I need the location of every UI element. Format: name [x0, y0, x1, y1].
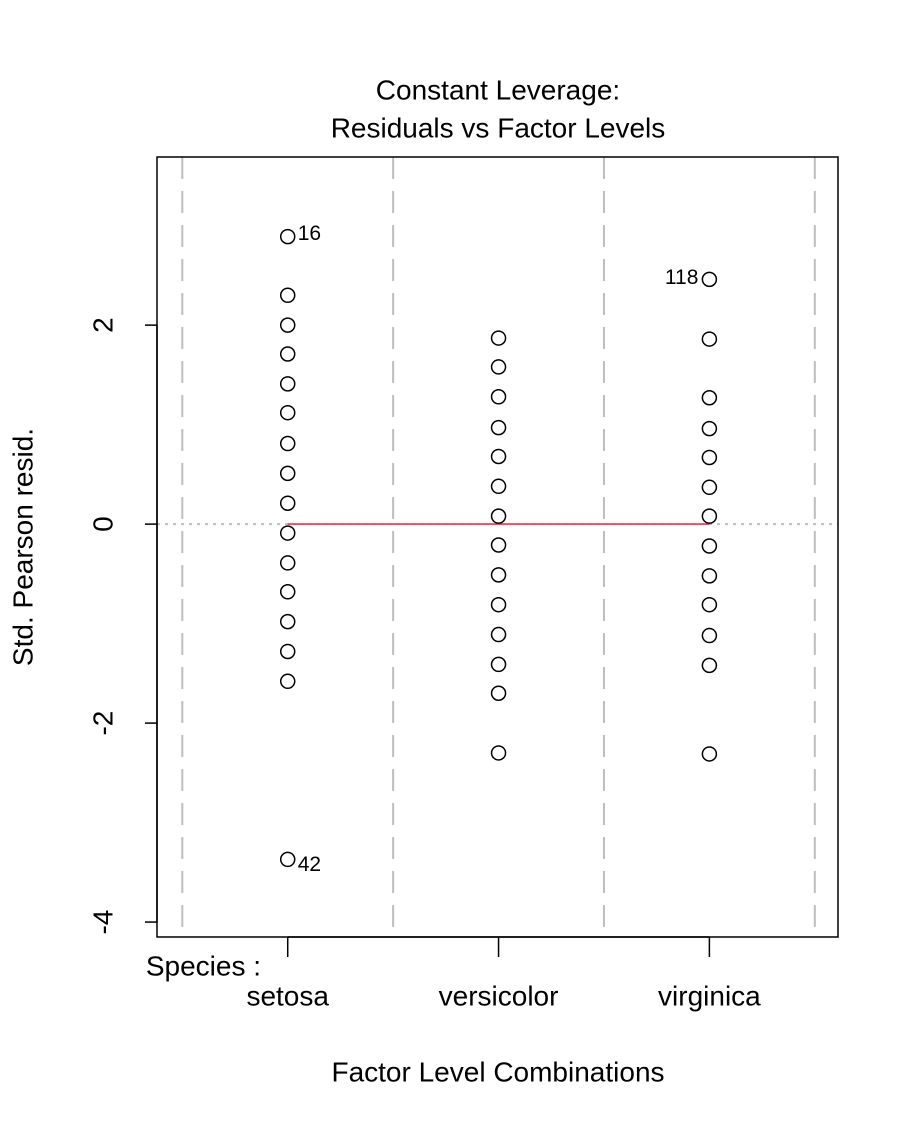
point: [490, 389, 507, 405]
point: [279, 228, 296, 245]
point: [701, 596, 718, 613]
factor-name: Species :: [146, 950, 261, 981]
point: [701, 449, 718, 466]
point: [279, 525, 296, 541]
point: [279, 465, 296, 482]
point: [279, 376, 296, 392]
point: [279, 555, 296, 571]
plot-frame: [156, 156, 839, 938]
point: [279, 346, 296, 362]
x-tick-label: setosa: [246, 980, 329, 1011]
point: [490, 448, 507, 465]
point: [490, 685, 507, 701]
y-tick-label: -4: [87, 910, 118, 935]
point: [490, 359, 507, 375]
point: [701, 657, 718, 674]
y-tick-label: -2: [87, 711, 118, 736]
point: [279, 643, 296, 660]
point: [490, 537, 507, 553]
x-axis-label: Factor Level Combinations: [331, 1056, 664, 1087]
point: [490, 330, 507, 346]
point: [490, 745, 507, 761]
point: [490, 478, 507, 495]
point: [701, 627, 718, 644]
point-label: 42: [298, 853, 321, 876]
point: [701, 271, 718, 288]
point: [279, 317, 296, 333]
point: [279, 404, 296, 421]
point: [279, 287, 296, 304]
chart-title: Constant Leverage:: [376, 74, 620, 105]
point: [279, 435, 296, 452]
point-label: 118: [665, 266, 698, 289]
point: [279, 495, 296, 511]
point: [701, 746, 718, 762]
point: [701, 538, 718, 554]
point: [701, 390, 718, 406]
point: [701, 568, 718, 584]
point: [490, 508, 507, 524]
point: [701, 508, 718, 524]
point: [701, 479, 718, 496]
point: [490, 656, 507, 673]
y-axis-label: Std. Pearson resid.: [7, 428, 38, 666]
y-tick-label: 0: [87, 516, 118, 532]
point: [490, 567, 507, 583]
y-tick-label: 2: [87, 317, 118, 333]
point: [701, 331, 718, 347]
point: [279, 613, 296, 630]
x-tick-label: virginica: [658, 980, 761, 1011]
point: [701, 420, 718, 437]
point: [490, 626, 507, 643]
point: [279, 851, 296, 868]
x-tick-label: versicolor: [439, 980, 559, 1011]
point-label: 16: [298, 222, 321, 245]
point: [279, 584, 296, 600]
point: [490, 419, 507, 436]
point: [490, 596, 507, 613]
chart-subtitle: Residuals vs Factor Levels: [331, 112, 666, 143]
point: [279, 673, 296, 690]
